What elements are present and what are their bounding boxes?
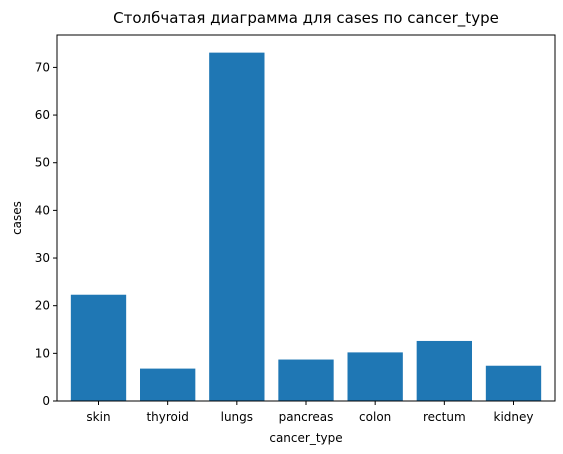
bar-rectum [416, 340, 472, 401]
x-tick-label-pancreas: pancreas [279, 410, 334, 424]
bars-group [70, 52, 542, 401]
bar-thyroid [140, 368, 196, 401]
y-tick-label: 30 [35, 251, 50, 265]
bar-kidney [485, 365, 542, 401]
y-tick-label: 20 [35, 299, 50, 313]
bar-pancreas [278, 359, 334, 401]
x-tick-label-thyroid: thyroid [146, 410, 188, 424]
y-axis-ticks: 0 10 20 30 40 50 60 70 [35, 60, 57, 408]
x-tick-label-skin: skin [86, 410, 110, 424]
y-tick-label: 60 [35, 108, 50, 122]
plot-frame [56, 34, 556, 402]
y-tick-label: 70 [35, 60, 50, 74]
bar-colon [347, 352, 403, 401]
y-tick-label: 0 [42, 394, 50, 408]
y-axis-label: cases [10, 201, 24, 235]
y-tick-label: 10 [35, 346, 50, 360]
x-axis-ticks: skin thyroid lungs pancreas colon rectum kidne… [86, 401, 534, 424]
bar-lungs [209, 52, 265, 401]
x-tick-label-colon: colon [359, 410, 391, 424]
x-axis-label: cancer_type [269, 431, 342, 445]
y-tick-label: 40 [35, 203, 50, 217]
x-tick-label-lungs: lungs [221, 410, 253, 424]
x-tick-label-rectum: rectum [423, 410, 466, 424]
chart-title: Столбчатая диаграмма для cases по cancer… [113, 9, 499, 28]
y-tick-label: 50 [35, 156, 50, 170]
x-tick-label-kidney: kidney [494, 410, 534, 424]
bar-skin [70, 294, 127, 401]
